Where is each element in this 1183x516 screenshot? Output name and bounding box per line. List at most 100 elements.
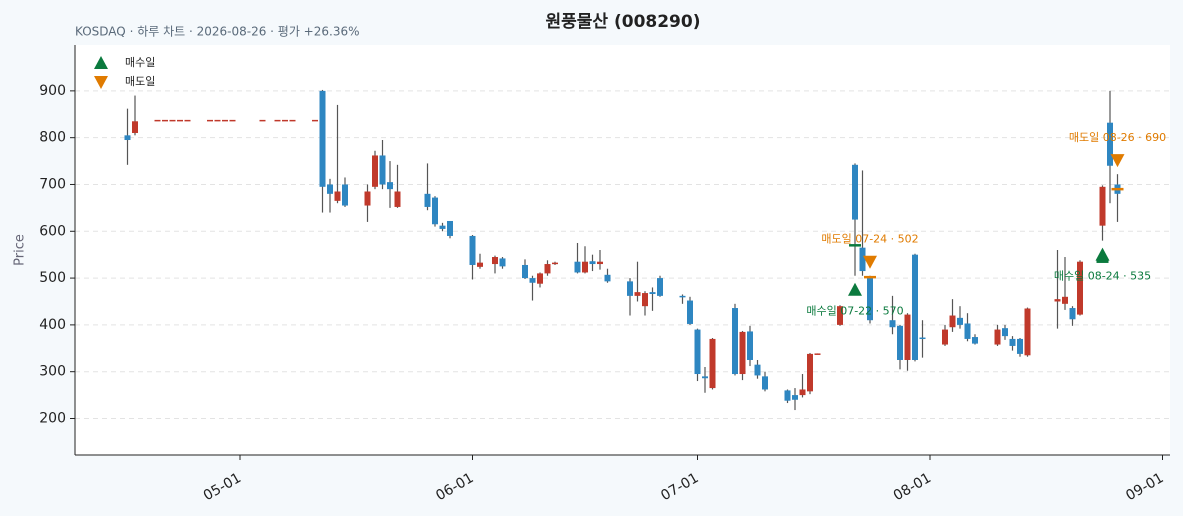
candle-body [732,308,738,375]
sell-marker [1110,154,1125,168]
candle-body [1107,122,1113,166]
legend-label: 매도일 [125,74,155,88]
y-tick-label: 800 [39,130,66,146]
candle-body [439,225,446,229]
candle-body [364,191,371,206]
candle-body [837,306,843,325]
trade-label: 매도일 08-26 · 690 [1069,130,1166,144]
candle-body [694,329,701,375]
candle-body [342,184,348,206]
candle-body [274,119,281,122]
candle-body [1017,338,1023,354]
candle-body [807,353,813,392]
candle-body [792,395,798,400]
candle-body [469,235,476,265]
candle-body [679,295,686,298]
candle-body [634,292,641,296]
chart-subtitle: KOSDAQ · 하루 차트 · 2026-08-26 · 평가 +26.36% [75,25,360,39]
candle-body [544,264,551,274]
candle-body [537,273,543,284]
x-tick-label: 07-01 [658,470,701,504]
candle-body [904,314,911,360]
candle-body [799,389,806,396]
candle-body [1024,308,1031,356]
candle-body [1069,308,1076,320]
candle-body [184,119,191,122]
candle-body [162,119,168,122]
candle-body [132,121,138,133]
legend-marker [94,56,108,69]
candle-body [994,329,1001,345]
candle-body [229,119,236,122]
candle-body [529,278,536,283]
candle-body [447,220,453,236]
y-tick-label: 300 [39,364,66,380]
candle-body [259,119,266,122]
candle-body [379,155,386,185]
buy-marker [1095,247,1110,261]
x-tick-label: 06-01 [433,470,476,504]
candle-body [649,292,656,294]
trade-label: 매수일 08-24 · 535 [1054,269,1151,283]
candle-body [784,390,791,401]
candle-body [972,337,978,344]
candle-body [432,197,438,225]
candle-body [574,261,581,273]
candle-body [852,164,858,220]
plot-area [75,45,1170,455]
candle-body [957,317,963,325]
candle-body [702,376,708,379]
candle-body [282,119,288,122]
candle-body [597,261,603,265]
candle-body [1062,296,1068,304]
candle-body [214,119,221,122]
candle-body [477,262,483,267]
candle-body [627,281,633,296]
candle-body [657,278,663,296]
candle-body [1099,186,1106,226]
candle-body [582,261,588,273]
candle-body [942,329,948,345]
candle-body [604,274,611,282]
candle-body [207,119,213,122]
candle-body [424,193,431,207]
x-tick-label: 08-01 [891,470,934,504]
candle-body [319,90,326,187]
candle-body [334,191,341,201]
candle-body [687,300,693,324]
candle-body [762,376,768,390]
candle-body [387,182,393,190]
candle-body [222,119,228,122]
candle-body [912,254,918,360]
candle-body [739,331,746,375]
candle-body [1009,338,1016,346]
y-tick-label: 600 [39,223,66,239]
y-tick-label: 500 [39,270,66,286]
candle-body [897,325,903,360]
candle-body [522,264,528,279]
candle-body [949,315,956,328]
candle-body [754,364,761,376]
candle-body [499,258,506,267]
candle-body [177,119,183,122]
candle-body [289,119,296,122]
candle-body [154,119,161,122]
y-tick-label: 700 [39,176,66,192]
candle-body [867,278,873,321]
x-tick-label: 05-01 [201,470,244,504]
candle-body [747,331,753,360]
x-tick-label: 09-01 [1123,470,1166,504]
candle-body [492,257,498,265]
legend-label: 매수일 [125,55,155,69]
candle-body [327,184,333,194]
y-tick-label: 200 [39,410,66,426]
candle-body [394,191,401,207]
chart-title: 원풍물산 (008290) [546,12,701,32]
buy-marker [848,282,862,296]
candle-body [1054,299,1061,302]
candle-body [964,323,971,339]
candle-body [814,353,821,355]
trade-label: 매수일 07-22 · 570 [806,304,903,318]
candle-body [312,119,318,122]
